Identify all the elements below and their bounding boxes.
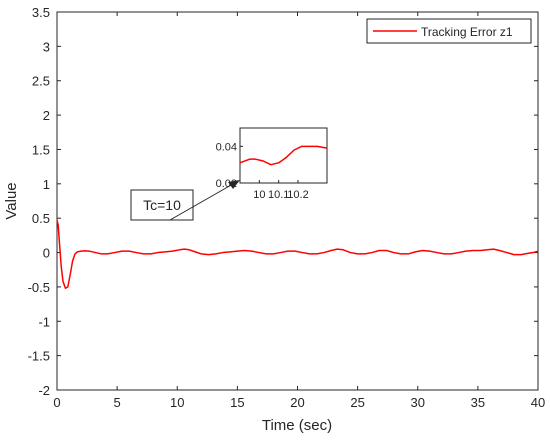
legend: Tracking Error z1 (366, 18, 532, 44)
y-tick-label: 1.5 (32, 142, 50, 157)
y-tick-label: 2 (43, 108, 50, 123)
x-tick-label: 25 (350, 395, 364, 410)
inset-y-tick-label: 0.02 (216, 178, 237, 190)
x-tick-label: 35 (471, 395, 485, 410)
inset-series-layer (239, 145, 328, 166)
annotation-box (130, 189, 194, 221)
y-tick-label: 3.5 (32, 5, 50, 20)
inset-ticks: 10 10.110.2 0.02 0.04 (216, 141, 309, 201)
annotation-arrow-head (228, 180, 240, 189)
x-ticks: 0 5 10 15 20 25 30 35 40 (53, 12, 545, 410)
x-tick-label: 20 (290, 395, 304, 410)
annotation-arrow-line (169, 183, 234, 221)
y-tick-label: 2.5 (32, 74, 50, 89)
x-tick-label: 40 (531, 395, 545, 410)
inset-x-tick-label: 10 (253, 189, 265, 201)
inset: 10 10.110.2 0.02 0.04 (216, 127, 328, 201)
annotation-label: Tc=10 (143, 197, 181, 213)
x-tick-label: 5 (114, 395, 121, 410)
y-tick-label: -0.5 (28, 280, 50, 295)
x-tick-label: 10 (170, 395, 184, 410)
y-tick-label: -1 (38, 314, 50, 329)
x-tick-label: 0 (53, 395, 60, 410)
y-tick-label: -2 (38, 383, 50, 398)
y-ticks: -2 -1.5 -1 -0.5 0 0.5 1 1.5 2 2.5 3 3.5 (28, 5, 538, 398)
inset-series-line (239, 145, 328, 166)
inset-box (239, 127, 328, 184)
inset-x-tick-label: 10.2 (287, 189, 308, 201)
x-tick-label: 30 (411, 395, 425, 410)
y-tick-label: -1.5 (28, 349, 50, 364)
y-tick-label: 1 (43, 177, 50, 192)
x-axis-label: Time (sec) (262, 417, 332, 434)
y-tick-label: 3 (43, 39, 50, 54)
y-tick-label: 0 (43, 246, 50, 261)
inset-x-tick-label: 10.1 (268, 189, 289, 201)
y-axis-label: Value (3, 182, 20, 219)
series-layer (56, 220, 539, 290)
annotation: Tc=10 (130, 180, 240, 221)
plot-area (56, 11, 539, 391)
series-line-tracking-error-z1 (56, 220, 539, 290)
legend-label: Tracking Error z1 (421, 25, 513, 39)
inset-y-tick-label: 0.04 (216, 141, 237, 153)
y-tick-label: 0.5 (32, 211, 50, 226)
x-tick-label: 15 (230, 395, 244, 410)
